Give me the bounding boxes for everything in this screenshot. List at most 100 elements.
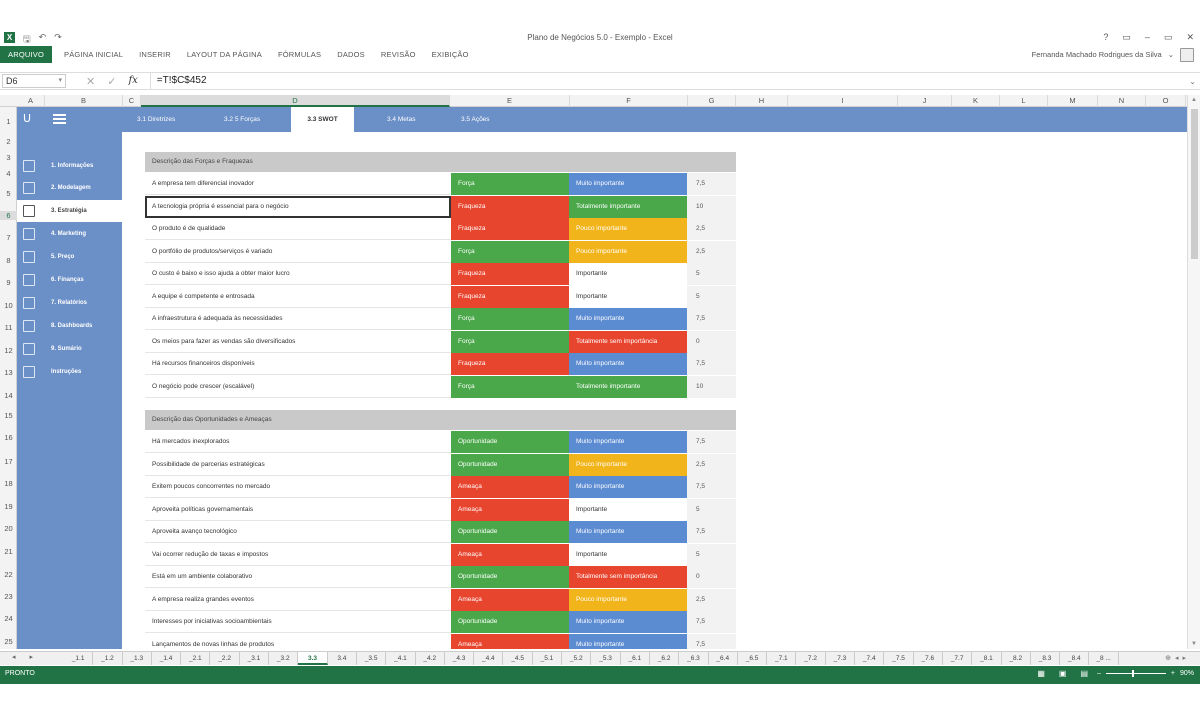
column-header[interactable]: L (1000, 95, 1048, 107)
name-box[interactable]: D6 ▾ (2, 74, 66, 88)
description-cell[interactable]: A empresa realiza grandes eventos (152, 595, 254, 603)
description-cell[interactable]: O portfólio de produtos/serviços é varia… (152, 247, 273, 255)
type-cell[interactable]: Oportunidade (451, 566, 569, 588)
sidebar-item[interactable]: 6. Finanças (17, 269, 122, 291)
row-header[interactable]: 9 (6, 278, 11, 287)
scroll-right-icon[interactable]: ▸ (1182, 655, 1186, 662)
sheet-tab[interactable]: _8.1 (972, 652, 1002, 665)
ribbon-display-icon[interactable]: ▭ (1122, 32, 1131, 42)
description-cell[interactable]: Está em um ambiente colaborativo (152, 573, 253, 580)
row-header[interactable]: 4 (6, 169, 11, 178)
type-cell[interactable]: Fraqueza (451, 195, 569, 218)
description-cell[interactable]: Interesses por iniciativas socioambienta… (152, 618, 272, 625)
sheet-tab[interactable]: _2.2 (211, 652, 240, 665)
importance-cell[interactable]: Pouco importante (569, 218, 687, 240)
type-cell[interactable]: Força (451, 308, 569, 330)
row-header[interactable]: 21 (4, 547, 13, 556)
importance-cell[interactable]: Importante (569, 263, 687, 285)
expand-formula-icon[interactable]: ⌄ (1189, 76, 1196, 86)
column-header[interactable]: D (141, 95, 450, 107)
type-cell[interactable]: Ameaça (451, 476, 569, 498)
importance-cell[interactable]: Pouco importante (569, 240, 687, 263)
column-header[interactable]: G (688, 95, 736, 107)
ribbon-tab[interactable]: DADOS (337, 50, 365, 59)
avatar[interactable] (1180, 47, 1194, 62)
sidebar-item[interactable]: 4. Marketing (17, 223, 122, 245)
zoom-level[interactable]: 90% (1179, 670, 1194, 677)
tab-3-3[interactable]: 3.3 SWOT (291, 107, 354, 132)
importance-cell[interactable]: Muito importante (569, 521, 687, 543)
tab-3-5[interactable]: 3.5 Ações (461, 116, 490, 123)
sheet-tab[interactable]: _8.3 (1031, 652, 1061, 665)
row-header[interactable]: 6 (0, 211, 17, 220)
importance-cell[interactable]: Pouco importante (569, 588, 687, 611)
row-header[interactable]: 23 (4, 592, 13, 601)
sheet-tab[interactable]: _8.4 (1060, 652, 1090, 665)
column-header[interactable]: E (450, 95, 570, 107)
description-cell[interactable]: A infraestrutura é adequada às necessida… (152, 315, 283, 322)
ribbon-tab[interactable]: PÁGINA INICIAL (64, 50, 124, 59)
type-cell[interactable]: Fraqueza (451, 353, 569, 375)
type-cell[interactable]: Fraqueza (451, 218, 569, 240)
horizontal-scroll-controls[interactable]: ⊕ ◂ ▸ (1165, 654, 1186, 662)
sheet-tab[interactable]: _8.2 (1002, 652, 1031, 665)
description-cell[interactable]: Vai ocorrer redução de taxas e impostos (152, 550, 269, 558)
sheet-tab[interactable]: _6.3 (679, 652, 709, 665)
help-icon[interactable]: ? (1103, 32, 1109, 42)
sheet-tab[interactable]: _4.3 (445, 652, 475, 665)
formula-input[interactable]: =T!$C$452 (149, 73, 1190, 89)
row-header[interactable]: 17 (4, 457, 13, 466)
description-cell[interactable]: O produto é de qualidade (152, 225, 226, 232)
importance-cell[interactable]: Muito importante (569, 173, 687, 195)
type-cell[interactable]: Ameaça (451, 588, 569, 611)
sheet-tab[interactable]: _7.7 (943, 652, 973, 665)
description-cell[interactable]: Exitem poucos concorrentes no mercado (152, 483, 271, 490)
sheet-tab[interactable]: _3.5 (357, 652, 387, 665)
type-cell[interactable]: Força (451, 375, 569, 398)
type-cell[interactable]: Força (451, 173, 569, 195)
row-header[interactable]: 22 (4, 570, 13, 579)
column-header[interactable]: J (898, 95, 952, 107)
sidebar-item[interactable]: 1. Informações (17, 155, 122, 177)
page-break-icon[interactable]: ▤ (1080, 669, 1088, 678)
insert-function-icon[interactable]: fx (128, 74, 138, 86)
row-header[interactable]: 24 (4, 614, 13, 623)
sheet-tab[interactable]: _7.5 (884, 652, 914, 665)
tab-prev-icon[interactable]: ◂ (12, 654, 16, 661)
vertical-scrollbar[interactable]: ▲ ▼ (1187, 95, 1200, 649)
zoom-in-icon[interactable]: + (1170, 670, 1175, 677)
sidebar-item[interactable]: Instruções (17, 361, 122, 383)
sheet-tab[interactable]: _4.2 (416, 652, 445, 665)
type-cell[interactable]: Oportunidade (451, 453, 569, 476)
ribbon-tab[interactable]: EXIBIÇÃO (431, 50, 469, 59)
column-header[interactable]: N (1098, 95, 1146, 107)
sheet-tab[interactable]: _4.5 (504, 652, 533, 665)
ribbon-tab[interactable]: FÓRMULAS (277, 50, 322, 59)
sheet-tab[interactable]: _5.2 (562, 652, 592, 665)
type-cell[interactable]: Fraqueza (451, 263, 569, 285)
importance-cell[interactable]: Totalmente sem importância (569, 330, 687, 353)
normal-view-icon[interactable]: ▦ (1037, 669, 1045, 678)
column-header[interactable]: A (17, 95, 45, 107)
sidebar-item[interactable]: 9. Sumário (17, 338, 122, 360)
sheet-tab[interactable]: _6.2 (650, 652, 680, 665)
type-cell[interactable]: Fraqueza (451, 285, 569, 308)
scroll-thumb[interactable] (1191, 109, 1198, 259)
column-header[interactable]: I (788, 95, 898, 107)
sidebar-item[interactable]: 8. Dashboards (17, 315, 122, 337)
importance-cell[interactable]: Totalmente importante (569, 375, 687, 398)
sidebar-item[interactable]: 5. Preço (17, 246, 122, 268)
sheet-tab[interactable]: 3.4 (328, 652, 357, 665)
scroll-down-icon[interactable]: ▼ (1191, 641, 1197, 647)
column-header[interactable]: C (123, 95, 141, 107)
importance-cell[interactable]: Muito importante (569, 308, 687, 330)
description-cell[interactable]: Aproveita avanço tecnológico (152, 528, 237, 535)
row-header[interactable]: 1 (6, 117, 11, 126)
type-cell[interactable]: Oportunidade (451, 521, 569, 543)
description-cell[interactable]: Há mercados inexplorados (152, 438, 230, 445)
sheet-tab[interactable]: _1.2 (93, 652, 123, 665)
row-header[interactable]: 8 (6, 256, 11, 265)
sheet-tab[interactable]: _1.1 (64, 652, 94, 665)
row-header[interactable]: 7 (6, 233, 11, 242)
sheet-tab[interactable]: _1.4 (152, 652, 182, 665)
